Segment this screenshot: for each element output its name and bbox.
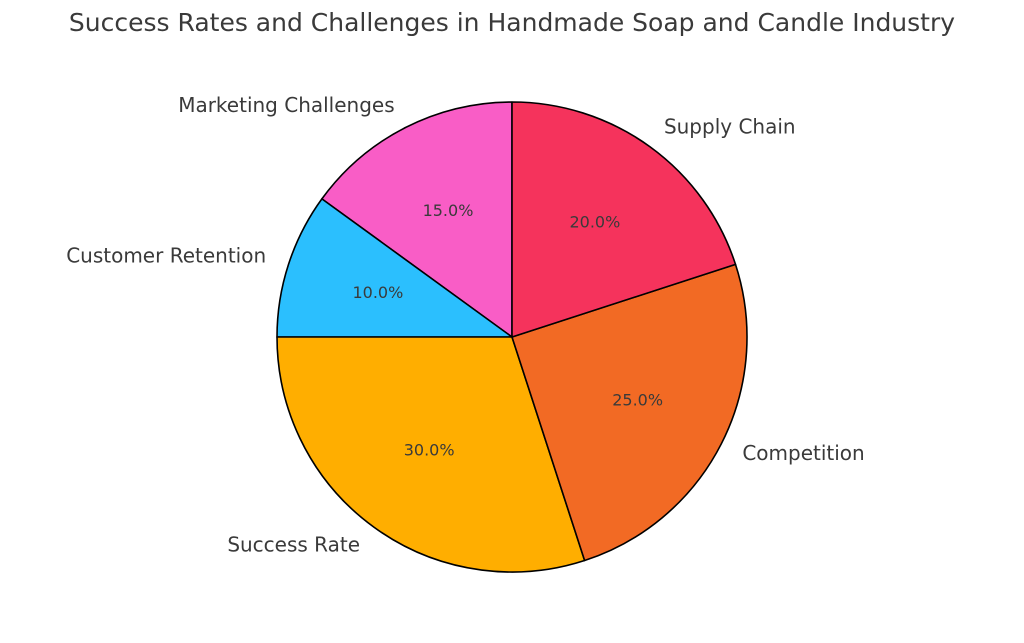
category-label-marketing-challenges: Marketing Challenges: [178, 93, 394, 117]
pie-slices: [276, 101, 748, 573]
pie-slice-marketing-challenges: [321, 101, 513, 338]
category-label-customer-retention: Customer Retention: [66, 244, 266, 268]
category-labels: Marketing Challenges Customer Retention Su…: [66, 93, 865, 556]
percent-label-supply-chain: 20.0%: [569, 212, 620, 231]
pie-slice-supply-chain: [511, 101, 737, 338]
pie-slice-competition: [511, 263, 748, 562]
category-label-supply-chain: Supply Chain: [664, 114, 796, 138]
percent-label-competition: 25.0%: [612, 391, 663, 410]
category-label-success-rate: Success Rate: [227, 533, 360, 557]
percent-label-customer-retention: 10.0%: [352, 283, 403, 302]
percent-label-success-rate: 30.0%: [404, 441, 455, 460]
pie-slice-customer-retention: [276, 198, 513, 338]
pie-slice-success-rate: [276, 336, 586, 573]
percent-labels: 15.0% 10.0% 30.0% 25.0% 20.0%: [352, 201, 663, 460]
category-label-competition: Competition: [742, 441, 864, 465]
percent-label-marketing-challenges: 15.0%: [423, 201, 474, 220]
chart-title: Success Rates and Challenges in Handmade…: [68, 8, 956, 37]
